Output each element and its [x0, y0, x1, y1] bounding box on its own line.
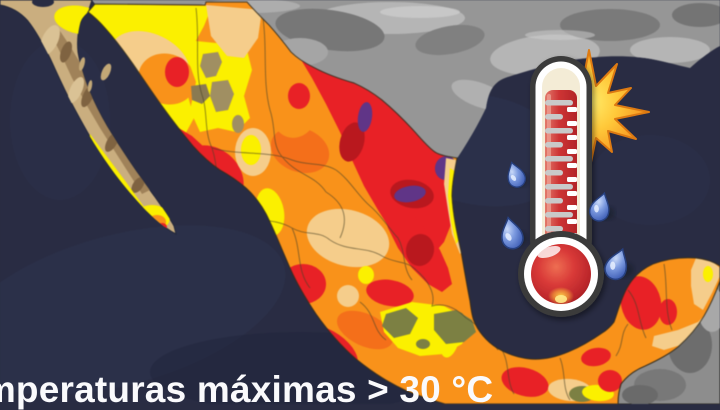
sweat-drop-icon — [497, 214, 526, 252]
mexico-mainland-heat-layer — [87, 1, 720, 404]
thermometer-icon — [518, 56, 604, 317]
gulf-of-california-islands — [32, 0, 112, 92]
thermometer-bulb — [531, 244, 591, 304]
state-boundaries — [195, 7, 673, 401]
sweat-droplets — [497, 159, 634, 284]
thermometer-scale-ticks — [545, 100, 573, 232]
caption-temperaturas-maximas: Temperaturas máximas > 30 °C — [0, 369, 494, 410]
